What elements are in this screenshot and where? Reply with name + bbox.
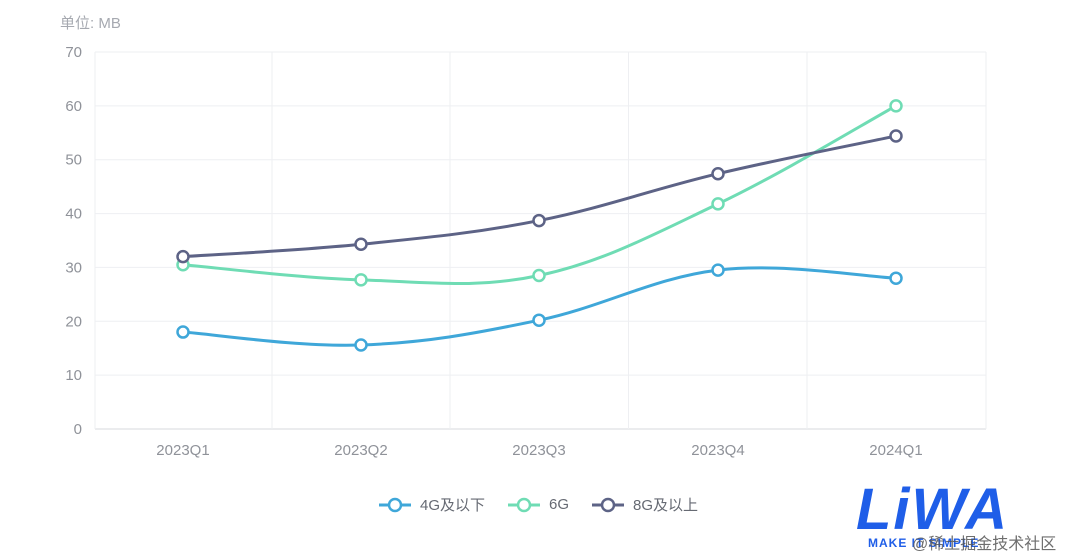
data-point [532,313,546,327]
y-tick-label: 40 [65,206,82,223]
data-point [354,273,368,287]
logo-tagline: MAKE IT SIMPLE [868,536,980,550]
series-line [181,104,898,286]
data-point [889,99,903,113]
y-tick-label: 30 [65,259,82,276]
x-axis-ticks: 2023Q1 2023Q2 2023Q3 2023Q4 2024Q1 [156,442,922,459]
legend-item[interactable]: 8G及以上 [591,494,698,515]
y-tick-label: 0 [74,421,82,438]
legend-swatch-marker [387,497,403,512]
data-point [711,263,725,277]
data-point [354,237,368,252]
legend: 4G及以下 6G 8G及以上 [378,494,698,515]
data-point [176,249,190,264]
x-tick-label: 2024Q1 [869,442,922,459]
watermark: @稀土掘金技术社区 [912,536,1057,553]
legend-swatch-marker [600,497,616,512]
logo-text: LiWA [856,477,1009,542]
y-tick-label: 60 [65,98,82,115]
y-tick-label: 70 [65,44,82,61]
legend-label: 6G [549,496,570,513]
y-tick-label: 20 [65,313,82,330]
y-axis-ticks: 0 10 20 30 40 50 60 70 [65,44,82,438]
data-point [176,325,190,339]
data-point [711,197,725,211]
grid-lines [94,51,987,430]
data-point [711,166,725,181]
x-tick-label: 2023Q3 [512,442,565,459]
x-tick-label: 2023Q2 [334,442,387,459]
data-point [354,338,368,352]
legend-label: 4G及以下 [420,497,486,514]
series-group [176,99,903,352]
legend-label: 8G及以上 [633,497,699,514]
y-tick-label: 10 [65,367,82,384]
y-axis-unit-label: 单位: MB [60,15,121,32]
data-point [532,268,546,283]
data-point [889,271,903,285]
series-1 [176,263,903,352]
data-point [889,129,903,143]
x-tick-label: 2023Q1 [156,442,209,459]
series-3 [176,129,903,264]
series-2 [176,99,903,287]
legend-item[interactable]: 4G及以下 [378,494,485,515]
y-tick-label: 50 [65,152,82,169]
legend-swatch [592,497,625,512]
legend-swatch [379,497,411,512]
legend-swatch-marker [516,497,532,512]
legend-item[interactable]: 6G [507,496,569,513]
legend-swatch [508,497,541,512]
liwa-logo: LiWA MAKE IT SIMPLE [856,480,1066,556]
x-tick-label: 2023Q4 [691,442,744,459]
series-line [181,134,898,259]
data-point [532,213,546,228]
